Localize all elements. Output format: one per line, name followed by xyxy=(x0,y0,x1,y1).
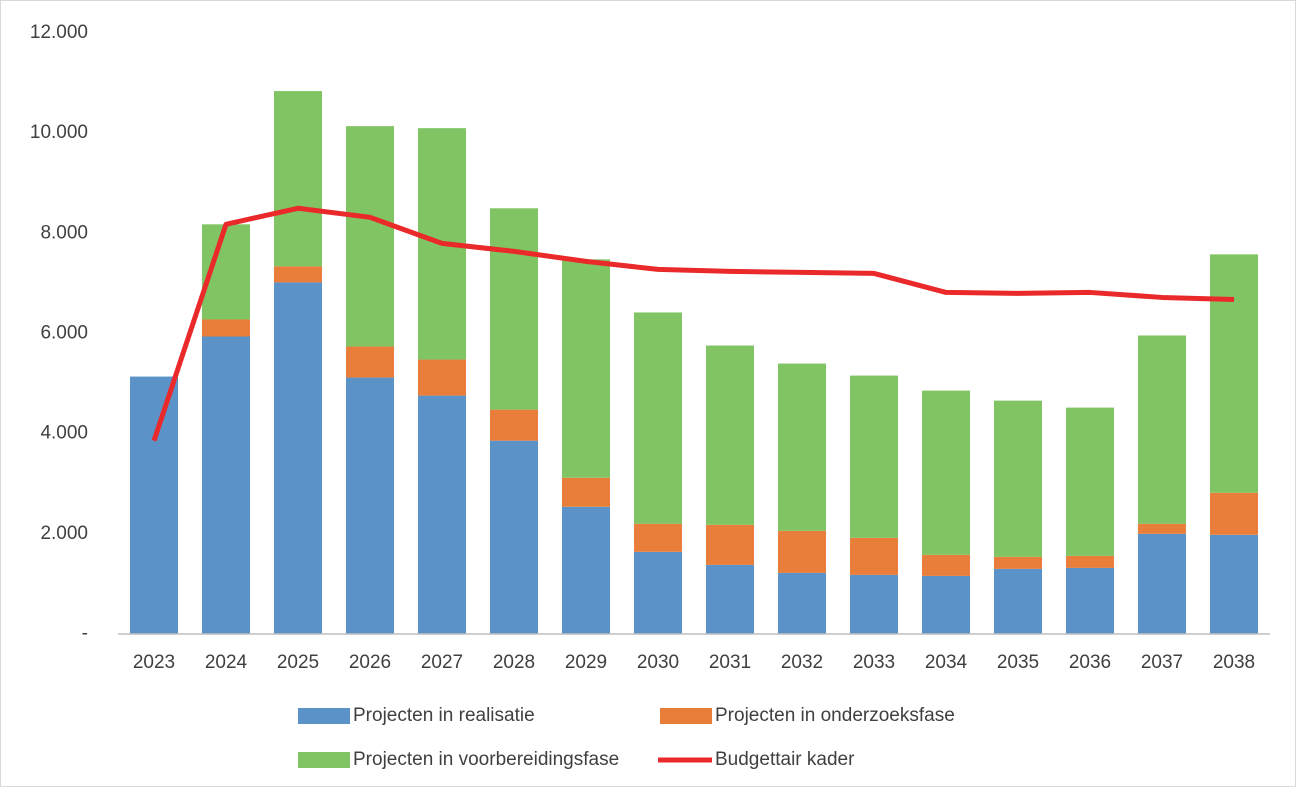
bar xyxy=(274,91,322,267)
legend-swatch xyxy=(660,708,712,724)
bar xyxy=(706,345,754,525)
bar xyxy=(274,282,322,634)
bar xyxy=(922,575,970,634)
legend-label: Projecten in realisatie xyxy=(353,705,535,726)
bar xyxy=(1138,335,1186,524)
y-tick-label: - xyxy=(82,623,88,644)
bar xyxy=(346,346,394,378)
bar xyxy=(490,440,538,634)
x-tick-label: 2027 xyxy=(421,652,463,673)
x-tick-label: 2038 xyxy=(1213,652,1255,673)
x-tick-label: 2032 xyxy=(781,652,823,673)
x-tick-label: 2031 xyxy=(709,652,751,673)
x-tick-label: 2023 xyxy=(133,652,175,673)
y-tick-label: 8.000 xyxy=(40,222,88,243)
y-tick-label: 10.000 xyxy=(30,122,88,143)
bar xyxy=(130,376,178,634)
bar xyxy=(850,537,898,575)
bar xyxy=(1138,523,1186,534)
bar xyxy=(706,524,754,565)
x-tick-label: 2028 xyxy=(493,652,535,673)
x-tick-label: 2036 xyxy=(1069,652,1111,673)
bar xyxy=(418,359,466,396)
bar xyxy=(778,363,826,531)
bar xyxy=(490,208,538,410)
bar xyxy=(994,556,1042,569)
x-tick-label: 2025 xyxy=(277,652,319,673)
y-tick-label: 6.000 xyxy=(40,323,88,344)
bar xyxy=(1066,407,1114,556)
bar xyxy=(994,568,1042,634)
bar xyxy=(1066,567,1114,634)
x-tick-label: 2034 xyxy=(925,652,968,673)
bar xyxy=(346,377,394,634)
line xyxy=(151,205,1235,442)
x-tick-label: 2035 xyxy=(997,652,1039,673)
x-tick-label: 2026 xyxy=(349,652,391,673)
x-tick-label: 2037 xyxy=(1141,652,1183,673)
bar xyxy=(850,375,898,538)
bar xyxy=(202,336,250,634)
bar xyxy=(778,530,826,573)
bar xyxy=(562,477,610,507)
bar xyxy=(922,390,970,555)
bar xyxy=(634,523,682,552)
y-tick-label: 4.000 xyxy=(40,423,88,444)
bar xyxy=(778,572,826,634)
bar xyxy=(274,266,322,283)
bar xyxy=(634,551,682,634)
legend-swatch xyxy=(298,752,350,768)
bar xyxy=(1210,492,1258,535)
x-tick-label: 2024 xyxy=(205,652,248,673)
legend-label: Budgettair kader xyxy=(715,749,855,770)
legend-swatch xyxy=(298,708,350,724)
bar xyxy=(418,395,466,634)
x-tick-label: 2030 xyxy=(637,652,679,673)
y-tick-label: 2.000 xyxy=(40,523,88,544)
bar xyxy=(994,400,1042,557)
bar xyxy=(1138,533,1186,634)
bar xyxy=(202,319,250,337)
x-tick-label: 2029 xyxy=(565,652,607,673)
y-tick-label: 12.000 xyxy=(30,22,88,43)
bar xyxy=(490,409,538,441)
x-tick-label: 2033 xyxy=(853,652,895,673)
bar xyxy=(1210,254,1258,493)
legend-label: Projecten in voorbereidingsfase xyxy=(353,749,619,770)
legend-label: Projecten in onderzoeksfase xyxy=(715,705,955,726)
bar xyxy=(634,312,682,524)
bar xyxy=(850,574,898,634)
bar xyxy=(562,506,610,634)
bar xyxy=(346,126,394,347)
bar xyxy=(562,259,610,478)
bar xyxy=(706,564,754,634)
bar xyxy=(1210,534,1258,634)
bar xyxy=(922,554,970,576)
bar xyxy=(1066,555,1114,568)
